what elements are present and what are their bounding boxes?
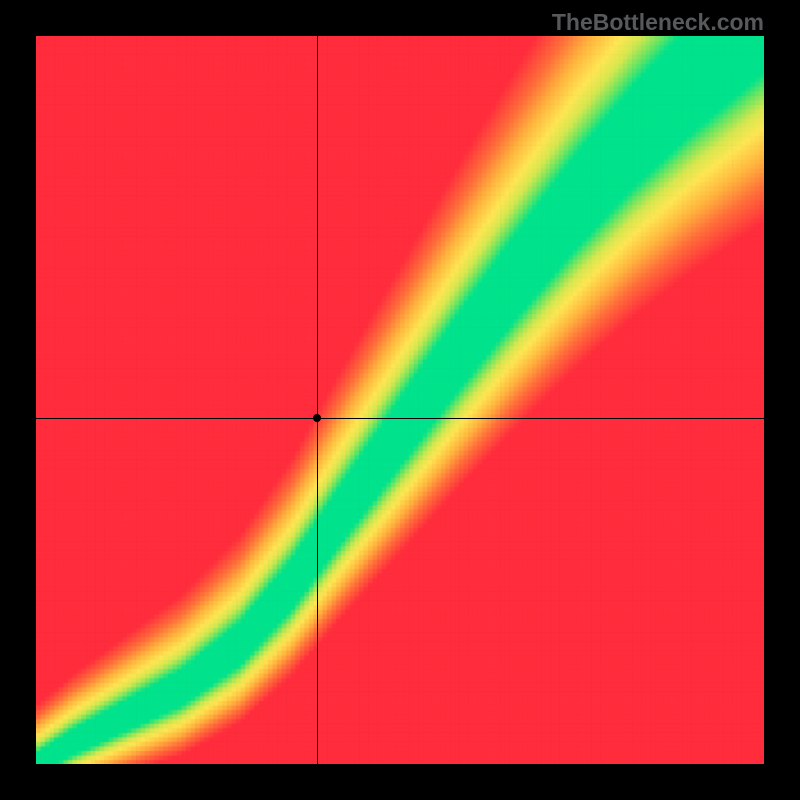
crosshair-horizontal — [36, 418, 764, 419]
chart-frame: TheBottleneck.com — [0, 0, 800, 800]
plot-area: TheBottleneck.com — [36, 36, 764, 764]
watermark-label: TheBottleneck.com — [552, 9, 764, 36]
crosshair-vertical — [317, 36, 318, 764]
heatmap-canvas — [36, 36, 764, 764]
